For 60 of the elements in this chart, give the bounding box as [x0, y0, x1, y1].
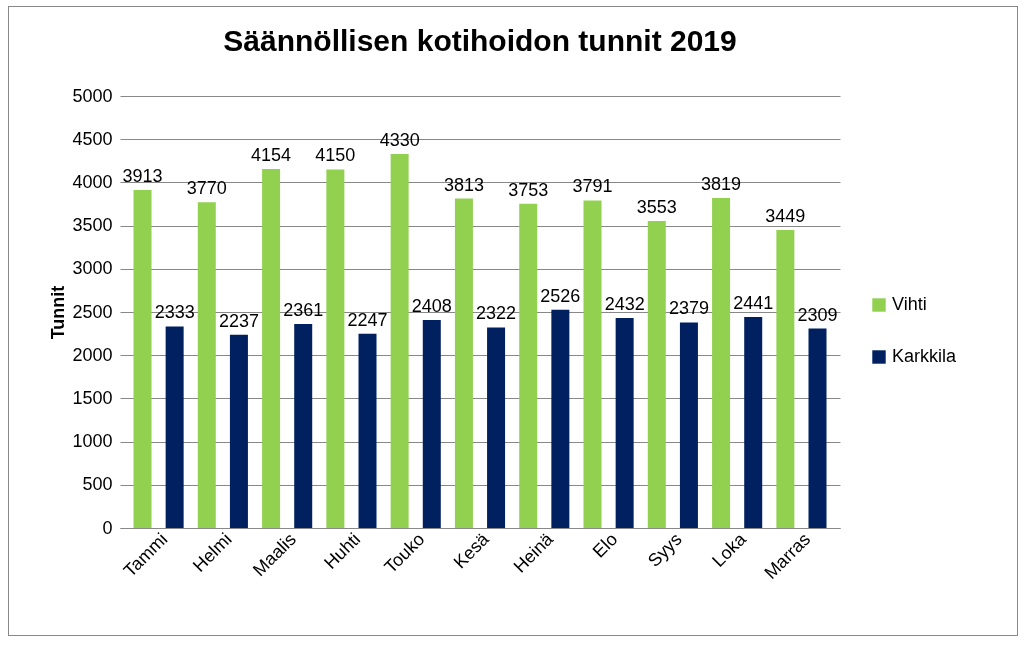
bar	[133, 189, 152, 528]
bar	[776, 230, 795, 528]
y-tick-label: 2500	[72, 301, 113, 322]
data-label: 2441	[733, 293, 774, 314]
data-label: 2309	[797, 304, 838, 325]
data-label: 3813	[443, 174, 484, 195]
bar	[615, 317, 634, 528]
bar	[551, 309, 570, 528]
data-label: 3770	[186, 178, 227, 199]
data-label: 2361	[283, 300, 324, 321]
y-tick-label: 3500	[72, 215, 113, 236]
y-tick-label: 500	[82, 474, 113, 495]
bar	[229, 334, 248, 528]
bar	[583, 200, 602, 528]
y-tick-label: 2000	[72, 344, 113, 365]
y-tick-label: 0	[102, 517, 113, 538]
y-tick-label: 1000	[72, 431, 113, 452]
bar	[326, 169, 345, 528]
data-label: 2526	[540, 285, 581, 306]
y-axis-title: Tunnit	[48, 285, 69, 340]
bar	[262, 169, 281, 528]
bar	[422, 319, 441, 528]
legend-label: Vihti	[892, 294, 927, 314]
data-label: 2432	[604, 293, 645, 314]
x-tick-label: Elo	[588, 529, 622, 562]
bar	[358, 333, 377, 528]
data-label: 3449	[765, 206, 806, 227]
bar	[519, 203, 538, 528]
y-tick-label: 5000	[72, 85, 113, 106]
bar	[744, 317, 763, 528]
data-label: 2322	[476, 303, 517, 324]
data-label: 3753	[508, 179, 549, 200]
data-label: 4330	[379, 129, 420, 150]
bar	[487, 327, 506, 528]
bar	[808, 328, 827, 528]
chart-title: Säännöllisen kotihoidon tunnit 2019	[223, 24, 737, 57]
data-label: 3553	[636, 197, 677, 218]
data-label: 2408	[411, 295, 452, 316]
bar	[294, 324, 313, 528]
data-label: 4150	[315, 145, 356, 166]
data-label: 2333	[154, 302, 195, 323]
legend-label: Karkkila	[892, 346, 958, 366]
bar	[647, 221, 666, 528]
bar	[390, 153, 409, 528]
bar	[712, 198, 731, 528]
data-label: 2379	[668, 298, 709, 319]
y-tick-label: 1500	[72, 387, 113, 408]
bar	[197, 202, 216, 528]
data-label: 3819	[701, 174, 742, 195]
y-tick-label: 4000	[72, 171, 113, 192]
data-label: 4154	[251, 145, 292, 166]
bar	[679, 322, 698, 528]
bar	[165, 326, 184, 528]
data-label: 2237	[218, 310, 259, 331]
bar	[454, 198, 473, 528]
y-tick-label: 4500	[72, 128, 113, 149]
data-label: 3791	[572, 176, 613, 197]
data-label: 3913	[122, 165, 163, 186]
y-tick-label: 3000	[72, 258, 113, 279]
data-label: 2247	[347, 309, 388, 330]
